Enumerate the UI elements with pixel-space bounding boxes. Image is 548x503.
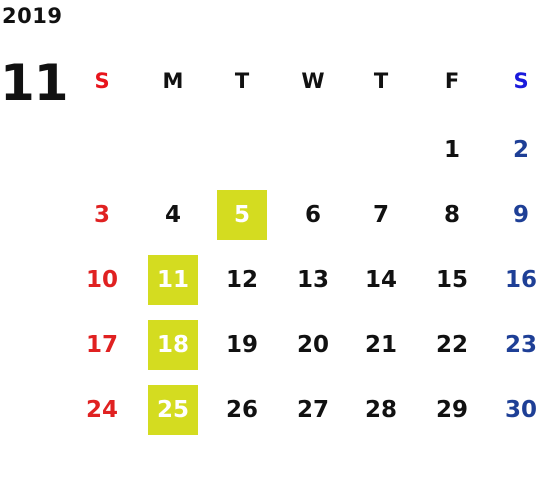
weekday-sunday: S [94,69,110,93]
weekday-tuesday: T [234,69,250,93]
weekday-monday: M [162,69,184,93]
day-cell: 26 [225,397,258,423]
day-cell: 15 [435,267,468,293]
day-cell: 28 [364,397,397,423]
day-cell: 4 [164,202,181,228]
day-cell: 8 [443,202,460,228]
day-cell-highlighted: 25 [148,385,198,435]
day-cell: 29 [435,397,468,423]
month-label: 11 [0,54,69,112]
day-cell: 23 [504,332,537,358]
weekday-thursday: T [373,69,389,93]
day-cell: 19 [225,332,258,358]
day-cell: 10 [85,267,118,293]
day-cell: 27 [296,397,329,423]
day-cell-highlighted: 18 [148,320,198,370]
day-cell: 7 [372,202,389,228]
day-cell: 1 [443,137,460,163]
day-cell: 12 [225,267,258,293]
day-cell: 14 [364,267,397,293]
day-cell: 21 [364,332,397,358]
day-cell: 3 [93,202,110,228]
day-cell: 2 [512,137,529,163]
day-cell: 22 [435,332,468,358]
day-cell-highlighted: 5 [217,190,267,240]
day-cell: 16 [504,267,537,293]
day-cell: 9 [512,202,529,228]
day-cell: 20 [296,332,329,358]
day-cell-highlighted: 11 [148,255,198,305]
day-cell: 24 [85,397,118,423]
weekday-saturday: S [513,69,529,93]
day-cell: 13 [296,267,329,293]
year-label: 2019 [2,4,63,28]
day-cell: 17 [85,332,118,358]
weekday-wednesday: W [301,69,325,93]
day-cell: 30 [504,397,537,423]
day-cell: 6 [304,202,321,228]
weekday-friday: F [444,69,460,93]
